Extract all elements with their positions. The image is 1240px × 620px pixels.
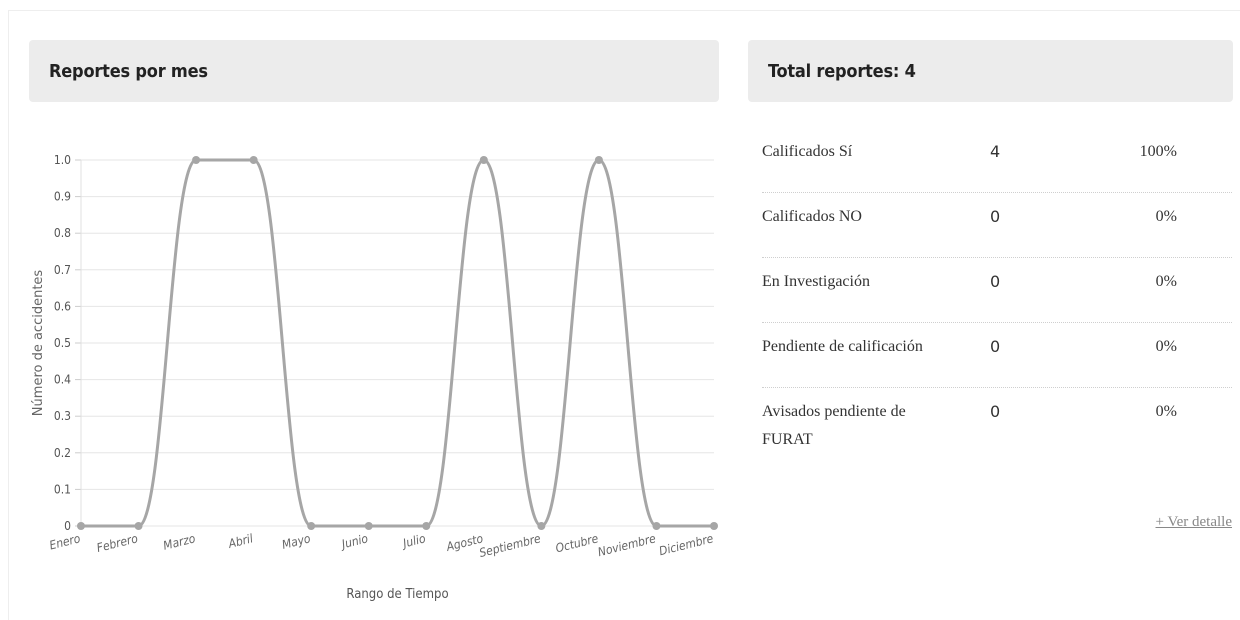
summary-row: Avisados pendiente de FURAT 0 0% (762, 388, 1232, 478)
y-tick-label: 0 (64, 519, 71, 533)
y-tick-label: 1.0 (54, 153, 71, 167)
row-percent: 0% (1155, 403, 1177, 420)
row-label: En Investigación (762, 273, 870, 290)
x-tick-label: Septiembre (478, 531, 543, 560)
y-axis-label: Número de accidentes (31, 270, 46, 417)
x-tick-label: Junio (338, 531, 369, 552)
data-point (134, 522, 143, 530)
x-tick-label: Marzo (162, 531, 197, 553)
summary-row: Pendiente de calificación 0 0% (762, 323, 1232, 388)
row-percent: 0% (1155, 208, 1177, 225)
data-point (710, 522, 718, 530)
data-point (307, 522, 316, 530)
row-count: 0 (990, 402, 1001, 421)
y-tick-label: 0.9 (54, 190, 71, 204)
y-tick-label: 0.2 (54, 446, 71, 460)
chart-panel-header: Reportes por mes (29, 40, 719, 102)
x-tick-label: Diciembre (658, 531, 715, 558)
row-label: Avisados pendiente de FURAT (762, 403, 906, 448)
chart-panel-title: Reportes por mes (49, 60, 208, 82)
dashboard-frame (8, 10, 1240, 620)
summary-panel-header: Total reportes: 4 (748, 40, 1233, 102)
y-tick-label: 0.5 (54, 336, 71, 350)
y-axis-ticks: 0 0.1 0.2 0.3 0.4 0.5 0.6 0.7 0.8 0.9 1.0 (54, 153, 71, 533)
data-point (422, 522, 431, 530)
x-tick-label: Abril (226, 531, 254, 551)
chart-grid (75, 159, 714, 527)
row-count: 0 (990, 337, 1001, 356)
x-tick-label: Octubre (554, 531, 600, 555)
series-points (77, 156, 718, 530)
row-label: Calificados NO (762, 208, 862, 225)
data-point (537, 522, 546, 530)
row-count: 0 (990, 207, 1001, 226)
x-axis-label: Rango de Tiempo (346, 587, 448, 602)
data-point (249, 156, 258, 164)
x-tick-label: Enero (48, 531, 82, 552)
summary-row: Calificados NO 0 0% (762, 193, 1232, 258)
row-percent: 0% (1155, 273, 1177, 290)
row-count: 0 (990, 272, 1001, 291)
ver-detalle-link[interactable]: + Ver detalle (1155, 514, 1233, 530)
row-percent: 0% (1155, 338, 1177, 355)
x-tick-label: Mayo (280, 531, 312, 552)
y-tick-label: 0.6 (54, 299, 71, 313)
x-axis-ticks: Enero Febrero Marzo Abril Mayo Junio Julio Agos… (48, 531, 715, 560)
y-tick-label: 0.1 (54, 482, 71, 496)
x-tick-label: Noviembre (596, 531, 657, 559)
data-point (364, 522, 373, 530)
x-tick-label: Julio (400, 531, 428, 551)
row-label: Pendiente de calificación (762, 338, 923, 355)
y-tick-label: 0.4 (54, 373, 71, 387)
summary-row: En Investigación 0 0% (762, 258, 1232, 323)
data-point (594, 156, 603, 164)
y-tick-label: 0.8 (54, 226, 71, 240)
data-point (652, 522, 661, 530)
y-tick-label: 0.7 (54, 263, 71, 277)
y-tick-label: 0.3 (54, 409, 71, 423)
data-point (77, 522, 85, 530)
summary-row: Calificados Sí 4 100% (762, 128, 1232, 193)
row-percent: 100% (1139, 143, 1177, 160)
row-label: Calificados Sí (762, 143, 853, 160)
summary-table: Calificados Sí 4 100% Calificados NO 0 0… (762, 128, 1232, 478)
x-tick-label: Febrero (95, 531, 139, 555)
reports-line-chart: 0 0.1 0.2 0.3 0.4 0.5 0.6 0.7 0.8 0.9 1.0 Enero Feb… (31, 153, 718, 602)
data-point (192, 156, 201, 164)
row-count: 4 (990, 142, 1001, 161)
data-point (479, 156, 488, 164)
summary-panel-title: Total reportes: 4 (768, 60, 916, 82)
